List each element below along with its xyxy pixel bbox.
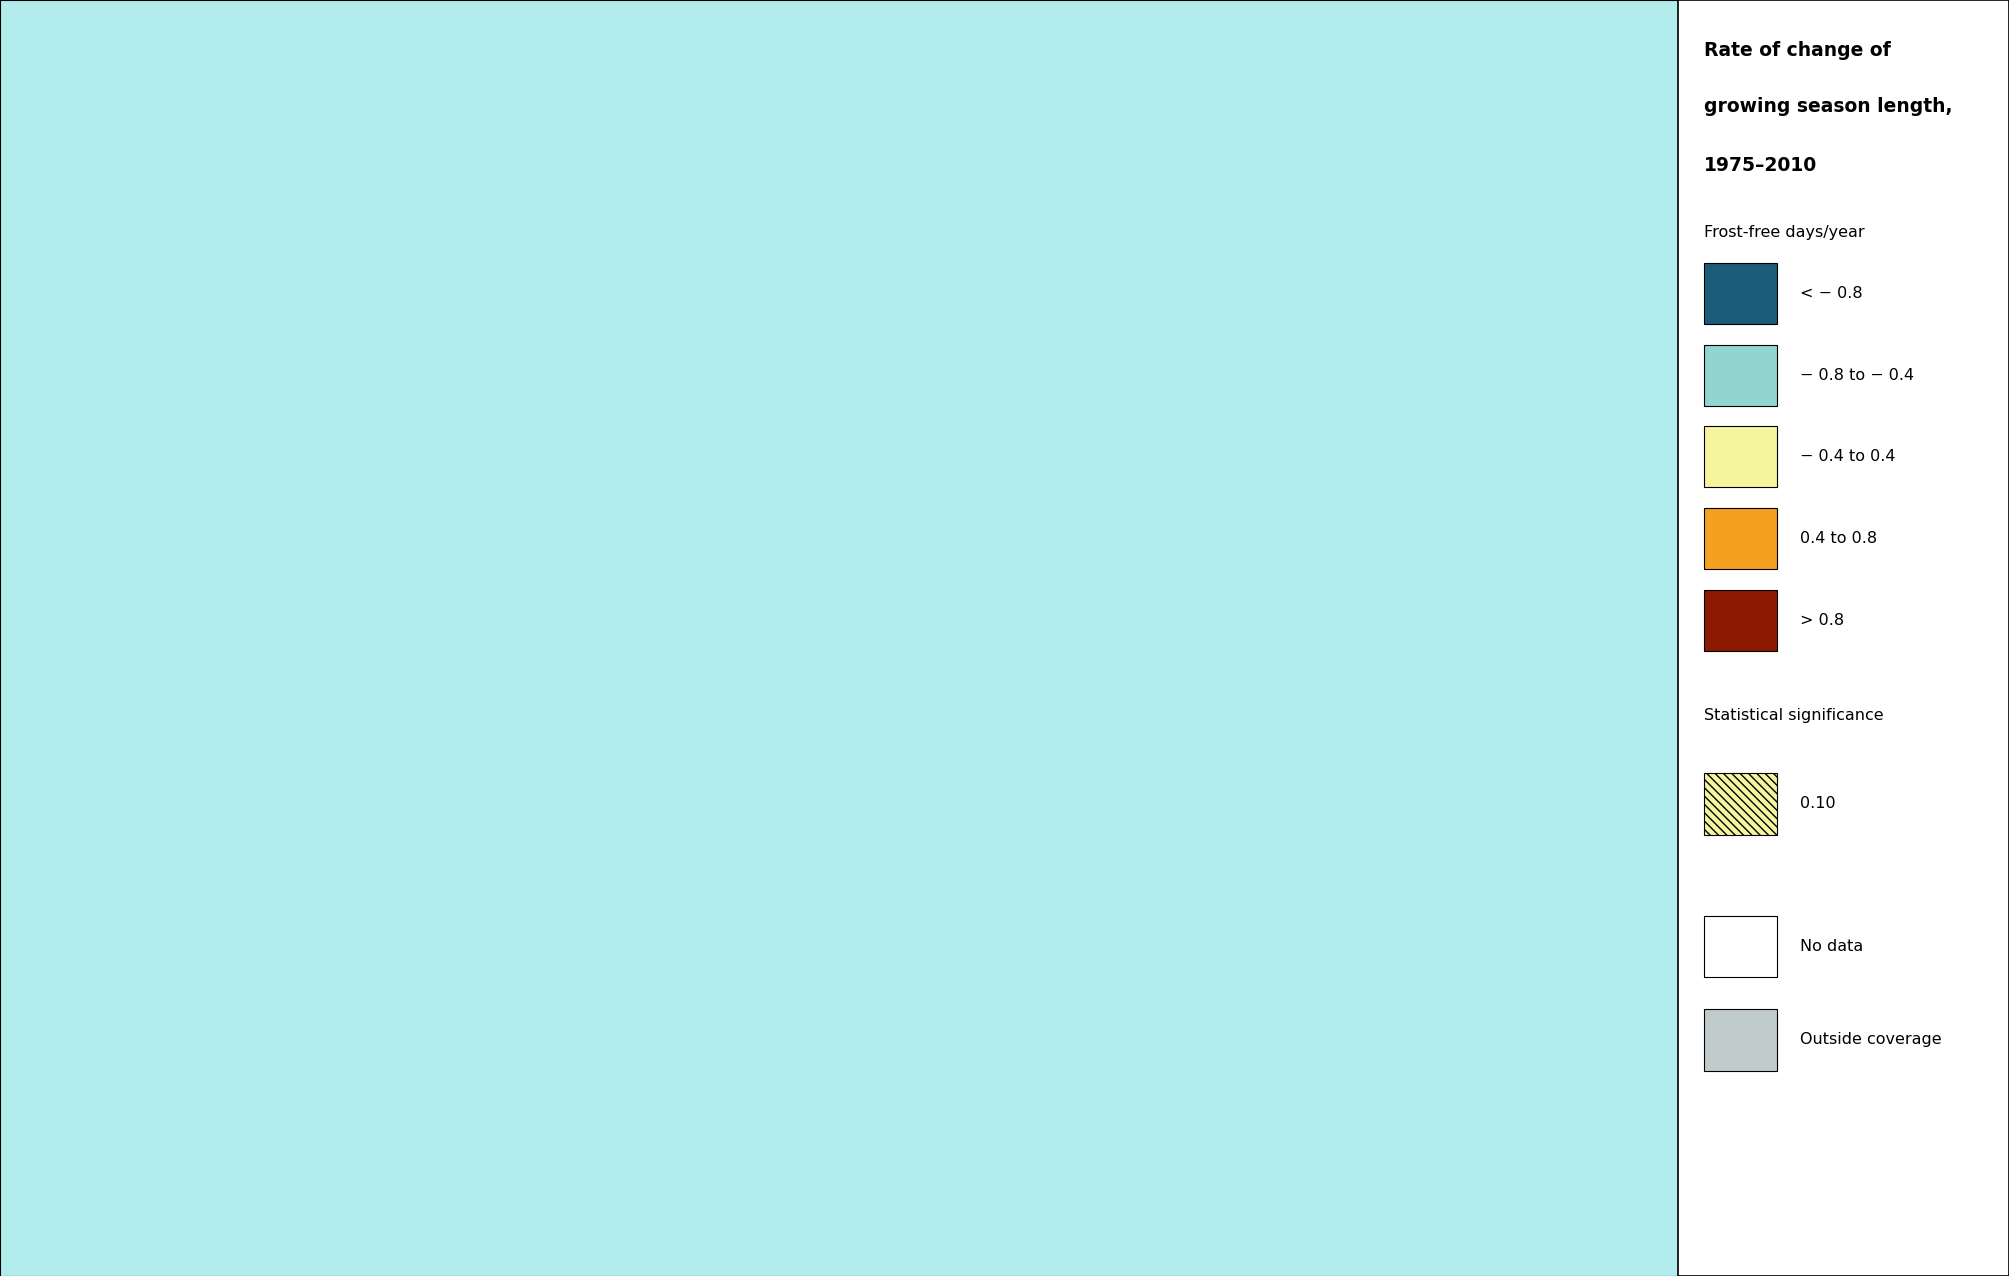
Text: − 0.8 to − 0.4: − 0.8 to − 0.4 xyxy=(1800,367,1915,383)
FancyBboxPatch shape xyxy=(1704,1009,1776,1071)
Text: < − 0.8: < − 0.8 xyxy=(1800,286,1862,301)
Text: Statistical significance: Statistical significance xyxy=(1704,708,1884,723)
FancyBboxPatch shape xyxy=(1704,916,1776,977)
FancyBboxPatch shape xyxy=(1704,590,1776,651)
Text: 0.10: 0.10 xyxy=(1800,796,1836,812)
Text: > 0.8: > 0.8 xyxy=(1800,612,1844,628)
Text: 1975–2010: 1975–2010 xyxy=(1704,156,1818,175)
Text: 0.4 to 0.8: 0.4 to 0.8 xyxy=(1800,531,1876,546)
FancyBboxPatch shape xyxy=(1704,426,1776,487)
Text: Outside coverage: Outside coverage xyxy=(1800,1032,1943,1048)
FancyBboxPatch shape xyxy=(1704,773,1776,835)
Text: Frost-free days/year: Frost-free days/year xyxy=(1704,225,1864,240)
FancyBboxPatch shape xyxy=(1704,345,1776,406)
Text: − 0.4 to 0.4: − 0.4 to 0.4 xyxy=(1800,449,1896,464)
FancyBboxPatch shape xyxy=(1704,508,1776,569)
FancyBboxPatch shape xyxy=(1704,263,1776,324)
Text: No data: No data xyxy=(1800,939,1864,954)
Text: Rate of change of: Rate of change of xyxy=(1704,41,1890,60)
Text: growing season length,: growing season length, xyxy=(1704,97,1953,116)
